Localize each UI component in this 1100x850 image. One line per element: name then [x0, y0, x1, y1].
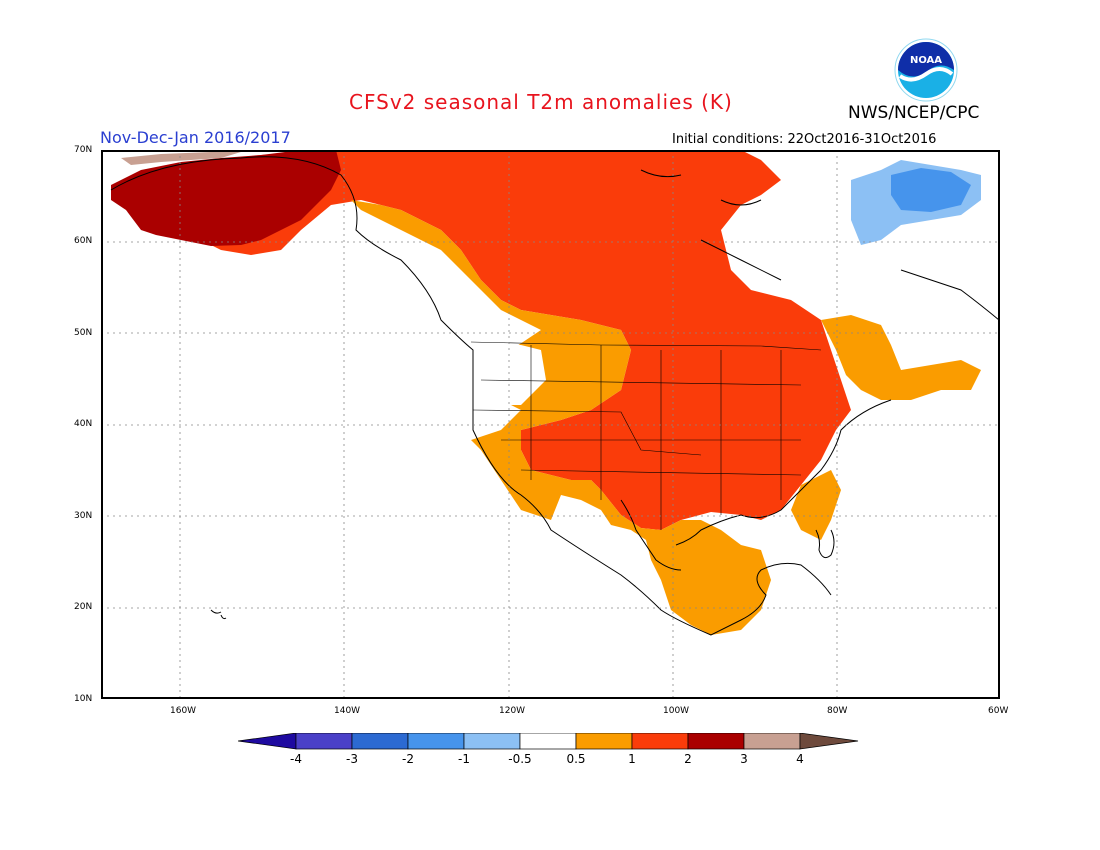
lon-label: 60W	[988, 706, 1009, 716]
lat-label: 20N	[74, 602, 93, 612]
lon-label: 80W	[827, 706, 848, 716]
period-label: Nov-Dec-Jan 2016/2017	[100, 128, 291, 147]
colorbar-segment	[519, 733, 577, 750]
colorbar-segment	[743, 733, 801, 750]
colorbar-segment	[238, 733, 297, 750]
shade-2-to-3-alaska	[111, 150, 341, 246]
colorbar: -4 -3 -2 -1 -0.5 0.5 1 2 3 4	[238, 733, 859, 766]
shade-0.5-to-1-northeast	[821, 315, 981, 400]
shade-neutral-pnw	[471, 345, 546, 408]
colorbar-segment	[687, 733, 745, 750]
colorbar-label: 3	[740, 752, 748, 766]
lat-label: 10N	[74, 694, 93, 704]
colorbar-label: 4	[796, 752, 804, 766]
lat-label: 70N	[74, 145, 93, 155]
colorbar-label: -0.5	[508, 752, 531, 766]
lon-label: 120W	[499, 706, 526, 716]
state-borders	[470, 341, 822, 530]
colorbar-label: -4	[290, 752, 302, 766]
lon-label: 160W	[170, 706, 197, 716]
noaa-logo: NOAA	[894, 38, 958, 102]
lat-label: 40N	[74, 419, 93, 429]
colorbar-labels: -4 -3 -2 -1 -0.5 0.5 1 2 3 4	[290, 752, 804, 766]
anomaly-shading	[111, 150, 981, 635]
initial-conditions-label: Initial conditions: 22Oct2016-31Oct2016	[672, 132, 937, 147]
lat-label: 30N	[74, 511, 93, 521]
colorbar-segment	[407, 733, 465, 750]
shade-minus-2-greenland	[891, 168, 971, 212]
colorbar-segment	[575, 733, 633, 750]
lat-label: 50N	[74, 328, 93, 338]
lon-label: 100W	[663, 706, 690, 716]
coastlines	[110, 156, 1000, 636]
org-label: NWS/NCEP/CPC	[848, 103, 980, 123]
colorbar-label: 2	[684, 752, 692, 766]
lat-label: 60N	[74, 236, 93, 246]
colorbar-label: -2	[402, 752, 414, 766]
anomaly-map	[101, 150, 1000, 699]
logo-text: NOAA	[910, 55, 942, 66]
shade-3-to-4-alaska-coast	[121, 152, 241, 165]
colorbar-label: 1	[628, 752, 636, 766]
colorbar-label: -3	[346, 752, 358, 766]
shade-1-to-2	[141, 150, 851, 530]
map-frame	[101, 150, 1000, 699]
colorbar-segment	[295, 733, 353, 750]
shade-0.5-to-1-west	[351, 200, 771, 635]
lon-label: 140W	[334, 706, 361, 716]
colorbar-segments	[238, 733, 859, 750]
colorbar-segment	[631, 733, 689, 750]
colorbar-label: -1	[458, 752, 470, 766]
colorbar-segment	[799, 733, 859, 750]
graticule	[101, 150, 1000, 699]
map-title: CFSv2 seasonal T2m anomalies (K)	[349, 90, 733, 114]
colorbar-label: 0.5	[566, 752, 585, 766]
colorbar-segment	[463, 733, 521, 750]
colorbar-segment	[351, 733, 409, 750]
